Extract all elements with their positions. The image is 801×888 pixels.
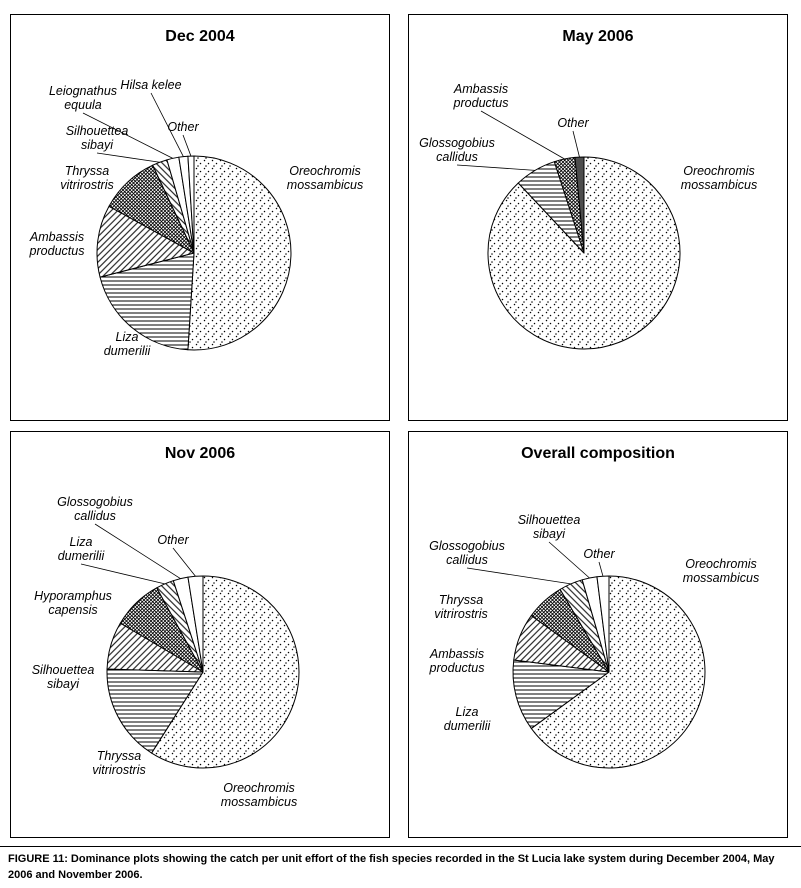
pie-slice-liza-dumerilii — [99, 252, 195, 351]
pie-slice-thryssa-vitrirostris — [106, 668, 204, 754]
slice-label-oreochromis-mossambicus: Oreochromis mossambicus — [221, 781, 297, 809]
slice-label-liza-dumerilii: Liza dumerilii — [58, 535, 106, 563]
pie-slice-oreochromis-mossambicus — [530, 575, 706, 769]
chart-panel-may-2006: May 2006 Oreochromis mossambicus Glossogob… — [408, 14, 788, 421]
slice-label-ambassis-productus: Ambassis productus — [453, 82, 509, 110]
leader-line-other — [598, 561, 604, 577]
slice-label-other: Other — [583, 547, 615, 561]
pie-slice-liza-dumerilii — [512, 659, 610, 729]
slice-label-hilsa-kelee: Hilsa kelee — [120, 78, 181, 92]
slice-label-oreochromis-mossambicus: Oreochromis mossambicus — [287, 164, 363, 192]
leader-line-silhouettea-sibayi — [548, 541, 590, 579]
leader-line-silhouettea-sibayi — [96, 152, 160, 163]
slice-label-glossogobius-callidus: Glossogobius callidus — [429, 539, 505, 567]
slice-label-silhouettea-sibayi: Silhouettea sibayi — [66, 124, 129, 152]
slice-label-thryssa-vitrirostris: Thryssa vitrirostris — [434, 593, 487, 621]
chart-panel-overall: Overall composition Oreochromis mossambic… — [408, 431, 788, 838]
chart-title-may-2006: May 2006 — [562, 28, 634, 45]
slice-label-other: Other — [157, 533, 189, 547]
figure-caption: FIGURE 11: Dominance plots showing the ca… — [0, 846, 801, 884]
pie-slice-oreochromis-mossambicus — [487, 156, 681, 350]
chart-title-dec-2004: Dec 2004 — [165, 28, 235, 45]
slice-label-other: Other — [167, 120, 199, 134]
leader-line-leiognathus-equula — [82, 112, 174, 159]
pie-chart-nov-2006: Oreochromis mossambicus Thryssa vitrirostri… — [32, 495, 300, 809]
pie-slice-other — [596, 575, 610, 673]
leader-line-other — [182, 134, 192, 157]
slice-label-glossogobius-callidus: Glossogobius callidus — [419, 136, 495, 164]
leader-line-ambassis-productus — [480, 110, 565, 160]
figure-caption-text: Dominance plots showing the catch per un… — [8, 853, 775, 881]
slice-label-other: Other — [557, 116, 589, 130]
leader-line-glossogobius-callidus — [94, 523, 181, 579]
chart-panel-dec-2004: Dec 2004 Oreochromis mossambicus Liza dumer… — [10, 14, 390, 421]
chart-title-overall: Overall composition — [521, 445, 675, 462]
figure-caption-label: FIGURE 11: — [8, 853, 68, 865]
slice-label-leiognathus-equula: Leiognathus equula — [49, 84, 117, 112]
leader-line-glossogobius-callidus — [466, 567, 571, 585]
leader-line-other — [572, 130, 580, 158]
pie-chart-dec-2004: Oreochromis mossambicus Liza dumerilii Ambas… — [29, 78, 364, 358]
pie-slice-ambassis-productus — [96, 205, 195, 278]
chart-title-nov-2006: Nov 2006 — [164, 445, 236, 462]
pie-slice-oreochromis-mossambicus — [151, 575, 300, 769]
slice-label-oreochromis-mossambicus: Oreochromis mossambicus — [681, 164, 757, 192]
slice-label-thryssa-vitrirostris: Thryssa vitrirostris — [60, 164, 113, 192]
leader-line-liza-dumerilii — [80, 563, 165, 585]
slice-label-liza-dumerilii: Liza dumerilii — [444, 705, 492, 733]
pie-slice-oreochromis-mossambicus — [187, 155, 292, 351]
slice-label-ambassis-productus: Ambassis productus — [29, 230, 85, 258]
slice-label-glossogobius-callidus: Glossogobius callidus — [57, 495, 133, 523]
chart-panel-nov-2006: Nov 2006 Oreochromis mossambicus Thryssa vi… — [10, 431, 390, 838]
slice-label-liza-dumerilii: Liza dumerilii — [104, 330, 152, 358]
pie-chart-may-2006: Oreochromis mossambicus Glossogobius callid… — [419, 82, 757, 350]
slice-label-thryssa-vitrirostris: Thryssa vitrirostris — [92, 749, 145, 777]
leader-line-glossogobius-callidus — [456, 164, 536, 171]
slice-label-hyporamphus-capensis: Hyporamphus capensis — [34, 589, 112, 617]
slice-label-ambassis-productus: Ambassis productus — [429, 647, 485, 675]
slice-label-oreochromis-mossambicus: Oreochromis mossambicus — [683, 557, 759, 585]
pie-chart-overall: Oreochromis mossambicus Liza dumerilii Ambas… — [429, 513, 759, 769]
figure-panel-grid: Dec 2004 Oreochromis mossambicus Liza dumer… — [10, 14, 788, 838]
slice-label-silhouettea-sibayi: Silhouettea sibayi — [32, 663, 95, 691]
leader-line-other — [172, 547, 196, 577]
slice-label-silhouettea-sibayi: Silhouettea sibayi — [518, 513, 581, 541]
leader-line-hilsa-kelee — [150, 92, 184, 157]
